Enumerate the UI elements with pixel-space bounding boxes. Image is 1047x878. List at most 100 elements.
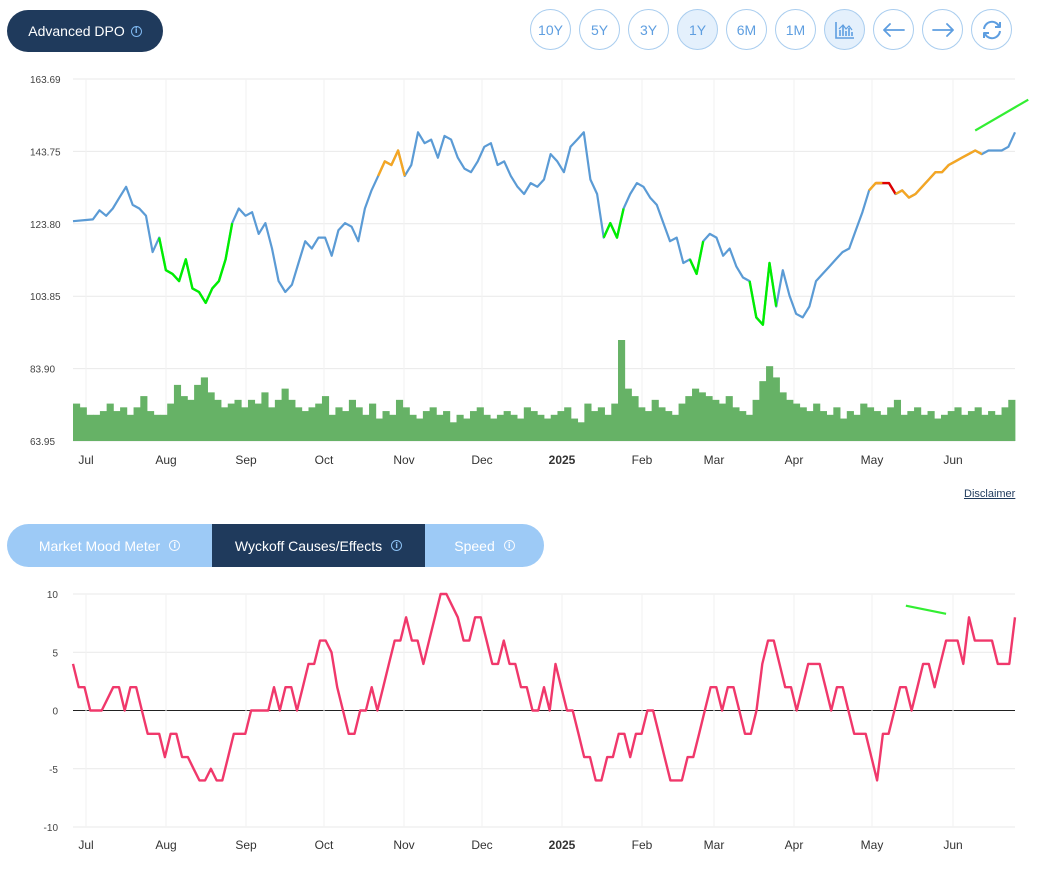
range-10y-button[interactable]: 10Y	[530, 9, 571, 50]
volume-bar	[685, 396, 693, 441]
volume-bar	[443, 411, 451, 441]
range-1m-button[interactable]: 1M	[775, 9, 816, 50]
indicator-tabs: Market Mood Meter i Wyckoff Causes/Effec…	[7, 524, 544, 567]
volume-bar	[799, 407, 807, 441]
info-icon[interactable]: i	[130, 25, 142, 37]
x-tick-label: Mar	[704, 838, 725, 852]
volume-bar	[200, 377, 208, 441]
forward-button[interactable]	[922, 9, 963, 50]
volume-bar	[315, 403, 323, 441]
volume-bar	[247, 399, 256, 441]
volume-bar	[214, 399, 222, 441]
volume-bar	[665, 411, 673, 441]
volume-bar	[994, 414, 1002, 441]
volume-bar	[463, 418, 471, 441]
range-3y-button[interactable]: 3Y	[628, 9, 669, 50]
back-button[interactable]	[873, 9, 914, 50]
volume-bar	[772, 377, 780, 441]
volume-bar	[254, 403, 262, 441]
range-toolbar: 10Y 5Y 3Y 1Y 6M 1M	[530, 9, 1012, 50]
x-tick-label: May	[861, 453, 884, 467]
price-chart[interactable]: 163.69 143.75 123.80 103.85 83.90 63.95 Jul Aug…	[0, 60, 1047, 470]
chart-title: Advanced DPO	[28, 23, 125, 39]
y-tick-label: 83.90	[30, 365, 55, 376]
volume-bar	[153, 414, 161, 441]
price-segment-bullish	[602, 208, 625, 239]
volume-bar	[241, 407, 249, 441]
info-icon[interactable]: i	[169, 540, 181, 551]
volume-bar	[631, 396, 639, 441]
x-tick-label: Dec	[471, 838, 492, 852]
x-tick-label: Apr	[785, 453, 804, 467]
volume-bar	[530, 411, 538, 441]
tab-speed[interactable]: Speed i	[425, 524, 544, 567]
volume-bar	[698, 392, 706, 441]
volume-bar	[180, 396, 188, 441]
tab-wyckoff-causes-effects[interactable]: Wyckoff Causes/Effects i	[212, 524, 425, 567]
volume-bar	[692, 388, 700, 441]
volume-bar	[281, 388, 289, 441]
volume-bar	[227, 403, 235, 441]
wyckoff-trendline	[905, 604, 947, 615]
tab-label: Market Mood Meter	[38, 537, 161, 554]
x-tick-label: Nov	[393, 453, 414, 467]
volume-bar	[577, 422, 585, 441]
volume-bar	[591, 411, 599, 441]
volume-bar	[766, 366, 774, 441]
info-icon[interactable]: i	[503, 540, 515, 551]
volume-bar	[409, 414, 417, 441]
refresh-button[interactable]	[971, 9, 1012, 50]
x-tick-label: Oct	[315, 453, 334, 467]
volume-bar	[342, 411, 350, 441]
volume-bar	[335, 407, 343, 441]
volume-bar	[611, 403, 619, 441]
volume-bar	[140, 396, 148, 441]
range-1y-button[interactable]: 1Y	[677, 9, 718, 50]
volume-bar	[221, 407, 229, 441]
tab-market-mood-meter[interactable]: Market Mood Meter i	[7, 524, 212, 567]
info-icon[interactable]: i	[391, 540, 403, 551]
wyckoff-chart[interactable]: 10 5 0 -5 -10 Jul Aug Sep Oct Nov Dec 2025 Feb Mar Apr…	[0, 580, 1047, 870]
volume-bar	[846, 411, 854, 441]
volume-bar	[308, 407, 316, 441]
range-5y-button[interactable]: 5Y	[579, 9, 620, 50]
volume-bar	[106, 403, 114, 441]
volume-bar	[940, 414, 949, 441]
volume-bar	[194, 384, 202, 441]
x-tick-label: Jun	[943, 838, 962, 852]
volume-bar	[86, 414, 94, 441]
volume-bar	[120, 407, 128, 441]
volume-bar	[792, 403, 801, 441]
volume-bar	[651, 399, 659, 441]
volume-bar	[947, 411, 955, 441]
volume-bar	[981, 414, 989, 441]
volume-bar	[261, 392, 269, 441]
volume-bar	[147, 411, 155, 441]
volume-bar	[550, 414, 558, 441]
x-tick-label: Oct	[315, 838, 334, 852]
x-tick-label: May	[861, 838, 884, 852]
volume-bar	[537, 414, 545, 441]
y-tick-label: 163.69	[30, 75, 61, 86]
volume-bar	[920, 414, 928, 441]
price-segment-caution	[377, 149, 406, 177]
volume-bar	[678, 403, 686, 441]
disclaimer-link[interactable]: Disclaimer	[964, 488, 1016, 500]
range-6m-button[interactable]: 6M	[726, 9, 767, 50]
price-segment-caution	[895, 149, 983, 199]
volume-bar	[301, 411, 309, 441]
volume-bar	[544, 418, 552, 441]
volume-bar	[564, 407, 572, 441]
x-tick-label: Apr	[785, 838, 804, 852]
x-tick-label: Feb	[632, 838, 653, 852]
volume-bar	[422, 411, 431, 441]
volume-bar	[819, 411, 827, 441]
y-tick-label: -5	[49, 765, 58, 776]
volume-bar	[1008, 399, 1016, 441]
chart-title-pill[interactable]: Advanced DPO i	[7, 10, 163, 52]
arrow-right-icon	[931, 22, 954, 37]
tab-label: Speed	[454, 537, 495, 554]
chart-type-button[interactable]	[824, 9, 865, 50]
y-tick-label: 0	[52, 707, 58, 718]
volume-bar	[618, 340, 626, 441]
